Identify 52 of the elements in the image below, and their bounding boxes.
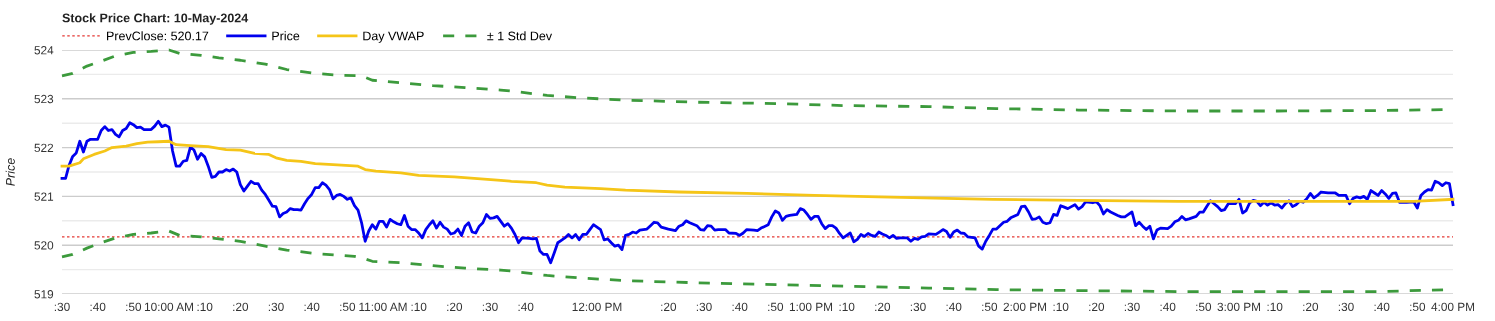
x-tick-label: :50 bbox=[768, 302, 784, 311]
x-tick-label: :40 bbox=[1160, 302, 1176, 311]
line-series bbox=[60, 119, 1455, 265]
x-tick-label: :10 bbox=[1053, 302, 1069, 311]
x-tick-label: :30 bbox=[1124, 302, 1140, 311]
legend-label: Price bbox=[272, 31, 300, 41]
x-tick-label: :50 bbox=[982, 302, 998, 311]
x-tick-label: :40 bbox=[1374, 302, 1390, 311]
x-tick-label: :30 bbox=[910, 302, 926, 311]
y-tick-label: 519 bbox=[34, 290, 54, 299]
x-tick-label: 1:00 PM bbox=[789, 302, 833, 311]
y-tick-label: 520 bbox=[34, 241, 54, 250]
x-tick-label: :40 bbox=[90, 302, 106, 311]
x-tick-label: :30 bbox=[482, 302, 498, 311]
y-tick-label: 524 bbox=[34, 46, 54, 55]
x-tick-label: 12:00 PM bbox=[572, 302, 622, 311]
x-tick-label: :50 bbox=[340, 302, 356, 311]
y-tick-label: 523 bbox=[34, 94, 54, 104]
x-tick-label: :20 bbox=[1303, 302, 1319, 311]
y-tick-label: 522 bbox=[34, 143, 54, 152]
legend-label: ± 1 Std Dev bbox=[487, 31, 553, 41]
x-tick-label: :20 bbox=[1089, 302, 1105, 311]
x-tick-label: :10 bbox=[197, 302, 213, 311]
legend-label: PrevClose: 520.17 bbox=[107, 31, 209, 41]
x-tick-label: :30 bbox=[1338, 302, 1354, 311]
x-tick-label: :30 bbox=[54, 302, 70, 311]
y-axis-title: Price bbox=[5, 158, 15, 186]
x-tick-label: 3:00 PM bbox=[1217, 302, 1261, 311]
x-tick-label: 10:00 AM bbox=[144, 302, 193, 311]
x-tick-label: 2:00 PM bbox=[1003, 302, 1047, 311]
x-tick-label: :40 bbox=[518, 302, 534, 311]
x-tick-label: :20 bbox=[233, 302, 249, 311]
x-tick-label: :20 bbox=[447, 302, 463, 311]
x-tick-label: :50 bbox=[1410, 302, 1426, 311]
x-tick-label: :40 bbox=[946, 302, 962, 311]
x-tick-label: :30 bbox=[696, 302, 712, 311]
x-tick-label: :20 bbox=[875, 302, 891, 311]
x-tick-label: :40 bbox=[304, 302, 320, 311]
line-series bbox=[60, 139, 1455, 203]
x-tick-label: 11:00 AM bbox=[359, 302, 407, 311]
y-tick-label: 521 bbox=[34, 192, 54, 201]
x-tick-label: :30 bbox=[268, 302, 284, 311]
x-tick-label: :40 bbox=[732, 302, 748, 311]
x-tick-label: :10 bbox=[411, 302, 427, 311]
x-tick-label: :10 bbox=[839, 302, 855, 311]
x-tick-label: :50 bbox=[1196, 302, 1212, 311]
x-tick-label: :20 bbox=[661, 302, 677, 311]
x-tick-label: 4:00 PM bbox=[1431, 302, 1475, 311]
legend-label: Day VWAP bbox=[363, 31, 424, 43]
x-tick-label: :10 bbox=[1267, 302, 1283, 311]
chart-title: Stock Price Chart: 10-May-2024 bbox=[62, 13, 249, 25]
x-tick-label: :50 bbox=[126, 302, 142, 311]
